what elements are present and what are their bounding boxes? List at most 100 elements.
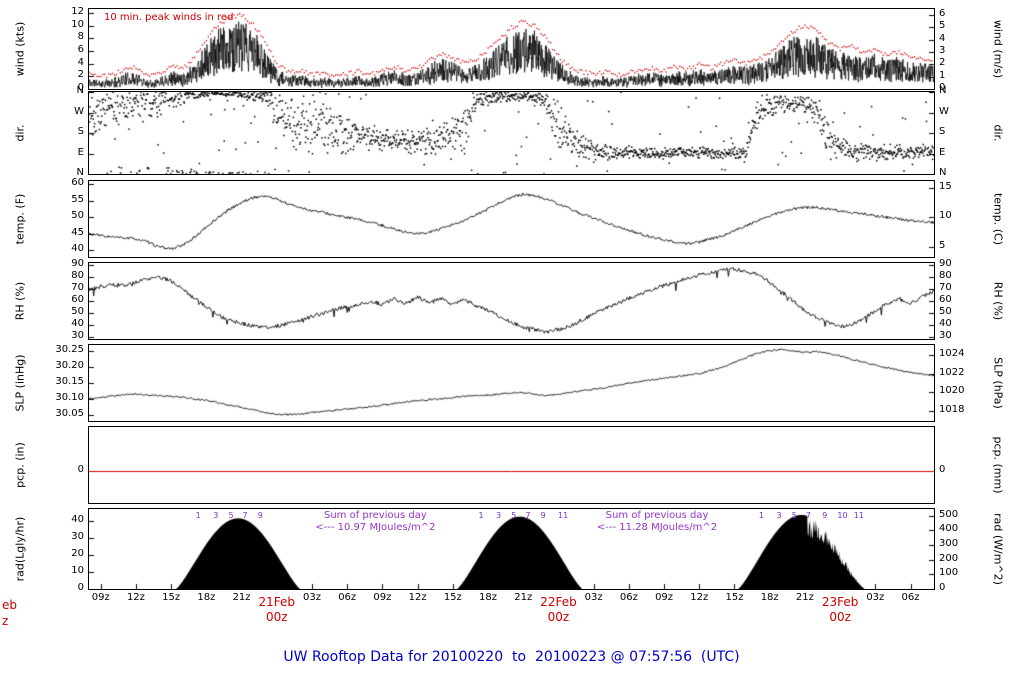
- x-tick-label: 03z: [302, 592, 321, 603]
- rad-sum-annotation-1-title: Sum of previous day: [323, 510, 427, 521]
- x-date-label: 21Feb 00z: [258, 595, 296, 624]
- x-tick-label: 12z: [408, 592, 427, 603]
- rh-right-axis-label: RH (%): [991, 281, 1005, 321]
- y-tick-label: 1020: [939, 385, 965, 397]
- x-tick-label: 09z: [373, 592, 392, 603]
- rad-local-hour-label: 5: [791, 511, 797, 520]
- temp-f-axis-label: temp. (F): [13, 193, 27, 245]
- x-tick-label: 09z: [91, 592, 110, 603]
- y-tick-label: 40: [71, 513, 84, 525]
- rad-local-hour-label: 7: [242, 511, 248, 520]
- y-tick-label: 10: [939, 210, 952, 222]
- rad-local-hour-label: 5: [511, 511, 517, 520]
- y-tick-label: W: [939, 105, 949, 117]
- panel-precipitation: [88, 426, 935, 504]
- rad-local-hour-label: 1: [758, 511, 765, 520]
- y-tick-label: 30.25: [55, 344, 84, 356]
- y-tick-label: 200: [939, 552, 959, 564]
- x-tick-label: 06z: [901, 592, 920, 603]
- wind-speed-canvas: [89, 9, 934, 89]
- y-tick-label: 30: [71, 530, 84, 542]
- slp-inhg-axis-label: SLP (inHg): [13, 354, 27, 412]
- x-tick-label: 06z: [338, 592, 357, 603]
- y-tick-label: 60: [71, 177, 84, 189]
- y-tick-label: 12: [71, 5, 84, 17]
- rad-local-hour-label: 9: [257, 511, 263, 520]
- rad-local-hour-label: 3: [213, 511, 219, 520]
- y-tick-label: 0: [77, 82, 84, 93]
- y-tick-label: 10: [71, 564, 84, 576]
- x-tick-label: 12z: [690, 592, 709, 603]
- clipped-prev-date-line2: z: [2, 614, 9, 628]
- chart-title: UW Rooftop Data for 20100220 to 20100223…: [283, 649, 740, 665]
- y-tick-label: 4: [77, 56, 84, 68]
- y-tick-label: 0: [77, 582, 84, 593]
- clipped-prev-date-label: eb z: [2, 597, 17, 629]
- y-tick-label: 1: [939, 69, 946, 81]
- y-tick-label: E: [939, 146, 946, 158]
- wind-direction-canvas: [89, 92, 934, 174]
- sea-level-pressure-canvas: [89, 345, 934, 421]
- rad-local-hour-label: 7: [525, 511, 531, 520]
- rad-local-hour-label: 5: [228, 511, 234, 520]
- rad-sum-annotation-2-title: Sum of previous day: [605, 510, 709, 521]
- y-tick-label: 500: [939, 508, 959, 520]
- y-tick-label: 1022: [939, 366, 965, 378]
- rh-left-axis-label: RH (%): [13, 281, 27, 321]
- rad-lgly-axis-label: rad(Lgly/hr): [13, 516, 27, 582]
- solar-radiation-canvas: [89, 509, 934, 589]
- y-tick-label: 40: [71, 243, 84, 255]
- y-tick-label: N: [76, 85, 84, 96]
- y-tick-label: 0: [939, 582, 946, 593]
- x-tick-label: 03z: [584, 592, 603, 603]
- panel-wind-speed: [88, 8, 935, 90]
- x-tick-label: 18z: [197, 592, 216, 603]
- y-tick-label: 40: [71, 317, 84, 329]
- y-tick-label: 50: [71, 305, 84, 317]
- rad-local-hour-label: 9: [822, 511, 828, 520]
- y-tick-label: 3: [939, 44, 946, 56]
- y-tick-label: 8: [77, 31, 84, 43]
- x-tick-label: 06z: [619, 592, 638, 603]
- y-tick-label: 5: [939, 20, 946, 32]
- y-tick-label: 6: [77, 43, 84, 55]
- rad-local-hour-label: 3: [496, 511, 502, 520]
- x-tick-label: 03z: [866, 592, 885, 603]
- wind-kts-axis-label: wind (kts): [13, 21, 27, 77]
- rad-sum-annotation-2: Sum of previous day <--- 11.28 MJoules/m…: [597, 510, 717, 534]
- peak-winds-note: 10 min. peak winds in red: [104, 12, 234, 23]
- precipitation-canvas: [89, 427, 934, 503]
- clipped-prev-date-line1: eb: [2, 598, 17, 612]
- x-date-label: 23Feb 00z: [821, 595, 859, 624]
- y-tick-label: N: [76, 167, 84, 178]
- relative-humidity-canvas: [89, 263, 934, 339]
- y-tick-label: 6: [939, 7, 946, 19]
- pcp-mm-axis-label: pcp. (mm): [991, 436, 1005, 494]
- y-tick-label: E: [77, 146, 84, 158]
- y-tick-label: 70: [939, 282, 952, 294]
- rad-local-hour-label: 10: [837, 511, 848, 520]
- rad-local-hour-label: 11: [558, 511, 569, 520]
- y-tick-label: 15: [939, 180, 952, 192]
- x-tick-label: 21z: [795, 592, 814, 603]
- y-tick-label: 5: [939, 240, 946, 252]
- direction-right-axis-label: dir.: [991, 124, 1005, 142]
- y-tick-label: 70: [71, 282, 84, 294]
- rad-wm2-axis-label: rad (W/m^2): [991, 513, 1005, 585]
- y-tick-label: S: [77, 126, 84, 137]
- temp-c-axis-label: temp. (C): [991, 192, 1005, 246]
- y-tick-label: 40: [939, 317, 952, 329]
- y-tick-label: 0: [939, 82, 946, 93]
- y-tick-label: 30.05: [55, 407, 84, 419]
- y-tick-label: 100: [939, 567, 959, 579]
- y-tick-label: W: [74, 105, 84, 117]
- y-tick-label: 30.20: [55, 360, 84, 372]
- y-tick-label: 300: [939, 538, 959, 550]
- y-tick-label: 90: [939, 258, 952, 270]
- x-date-label: 22Feb 00z: [540, 595, 577, 624]
- panel-solar-radiation: [88, 508, 935, 590]
- y-tick-label: 2: [77, 69, 84, 81]
- rad-local-hour-label: 1: [195, 511, 201, 520]
- y-tick-label: 30: [71, 329, 84, 341]
